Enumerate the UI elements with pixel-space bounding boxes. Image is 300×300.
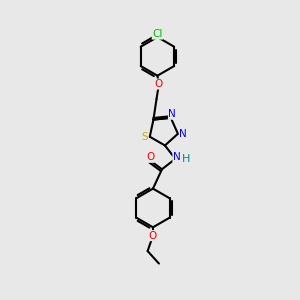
Text: O: O (149, 231, 157, 241)
Text: H: H (182, 154, 190, 164)
Text: S: S (141, 132, 148, 142)
Text: N: N (173, 152, 181, 162)
Text: Cl: Cl (152, 29, 163, 39)
Text: O: O (146, 152, 154, 162)
Text: N: N (179, 129, 187, 139)
Text: N: N (168, 109, 176, 119)
Text: O: O (155, 79, 163, 89)
